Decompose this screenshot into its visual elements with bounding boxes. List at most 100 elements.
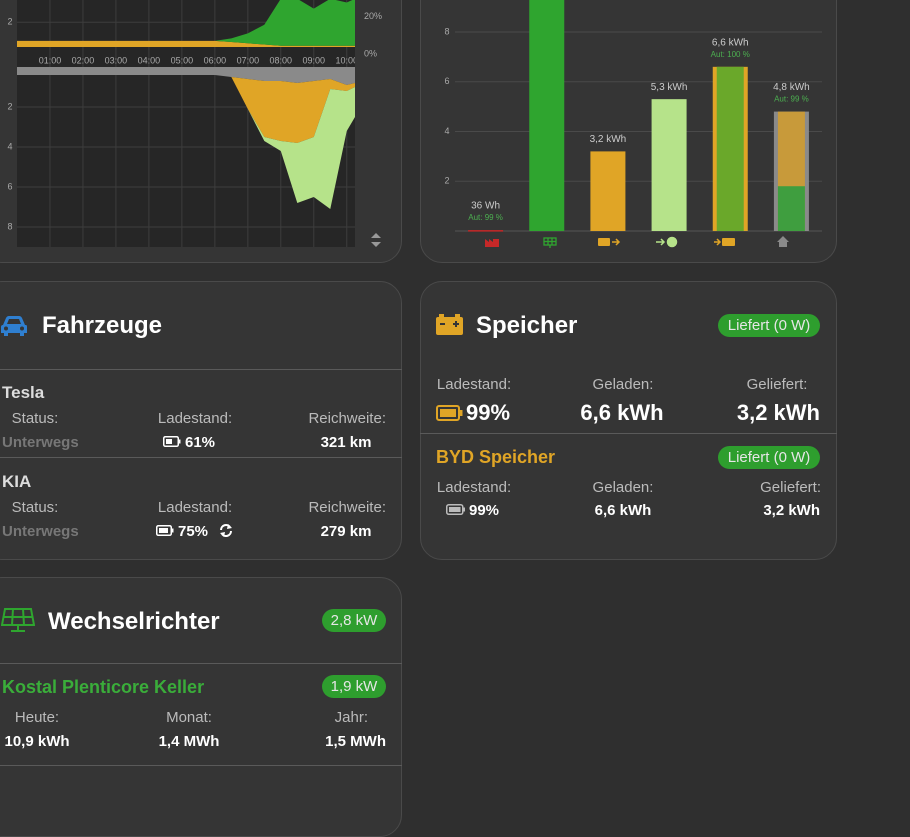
x-tick-label: 03:00 <box>105 55 128 65</box>
energy-month: 1,4 MWh <box>158 732 220 750</box>
area-series <box>17 40 355 47</box>
value-label: 5,3 kWh <box>651 82 688 93</box>
y-tick-label: 2 <box>7 17 12 27</box>
bar <box>651 99 687 231</box>
delivered: 3,2 kWh <box>736 400 820 425</box>
page: {"chart_data":[ {"type":"area", "x":[0,1… <box>0 0 837 837</box>
y-tick-label: 6 <box>7 181 12 191</box>
value-label: 36 Wh <box>471 201 500 212</box>
y-tick-label: 2 <box>7 101 12 111</box>
label: Jahr: <box>334 708 368 726</box>
y-tick-label: 8 <box>7 221 12 231</box>
value-label: 3,2 kWh <box>590 134 627 145</box>
x-tick-label: 02:00 <box>72 55 95 65</box>
energy-today: 10,9 kWh <box>4 732 70 750</box>
y-tick-label: 4 <box>7 141 12 151</box>
area-series <box>17 75 355 209</box>
x-tick-label: 04:00 <box>138 55 161 65</box>
vehicle-name: Tesla <box>2 382 45 402</box>
label: Status: <box>11 498 59 516</box>
x-tick-label: 01:00 <box>39 55 62 65</box>
status: Unterwegs <box>2 433 79 451</box>
y2-tick-label: 0% <box>364 48 377 58</box>
charts: 01:00 02:00 03:00 04:00 05:00 06:00 07:00 08:00… <box>7 0 822 248</box>
divider <box>0 663 402 664</box>
label: Ladestand: <box>157 409 233 427</box>
battery-icon <box>163 436 181 447</box>
charged: 6,6 kWh <box>594 501 652 519</box>
battery-icon <box>436 405 463 421</box>
soc: 75% <box>178 522 209 540</box>
card-title: Speicher <box>476 312 578 339</box>
soc: 99% <box>469 501 500 519</box>
label: Geliefert: <box>760 478 821 496</box>
x-tick-label: 05:00 <box>171 55 194 65</box>
label: Ladestand: <box>436 478 512 496</box>
range: 321 km <box>320 433 372 451</box>
range: 279 km <box>320 522 372 540</box>
label: Status: <box>11 409 59 427</box>
vehicles-card <box>0 281 402 560</box>
label: Monat: <box>166 708 212 726</box>
battery-icon <box>436 314 463 335</box>
value-label: 4,8 kWh <box>773 82 810 93</box>
battery-icon <box>446 504 465 515</box>
y2-tick-label: 20% <box>364 11 382 21</box>
battery-icon <box>156 525 174 536</box>
delivered: 3,2 kWh <box>763 501 820 519</box>
bar <box>529 0 565 231</box>
soc: 61% <box>185 433 216 451</box>
solar-icon <box>1 608 35 632</box>
energy-year: 1,5 MWh <box>325 732 386 750</box>
bar <box>468 230 504 232</box>
area-series <box>17 67 355 85</box>
autarky-label: Aut: 99 % <box>774 95 809 104</box>
status-badge: Liefert (0 W) <box>718 314 820 337</box>
inverter-name: Kostal Plenticore Keller <box>2 677 205 697</box>
sync-icon[interactable] <box>218 523 234 538</box>
car-icon <box>1 316 27 336</box>
label: Geladen: <box>592 375 654 393</box>
power-badge: 1,9 kW <box>322 675 386 698</box>
label: Heute: <box>14 708 60 726</box>
x-tick-label: 06:00 <box>204 55 227 65</box>
energy-chart: 01:00 02:00 03:00 04:00 05:00 06:00 07:00 08:00… <box>7 0 382 247</box>
y-tick-label: 8 <box>444 26 449 36</box>
bar-icons <box>485 236 789 248</box>
area-series <box>17 75 355 143</box>
label: Reichweite: <box>308 409 386 427</box>
label: Ladestand: <box>436 375 512 393</box>
vehicle-name: KIA <box>2 471 32 491</box>
autarky-label: Aut: 99 % <box>468 213 503 222</box>
x-tick-label: 08:00 <box>270 55 293 65</box>
label: Geladen: <box>592 478 654 496</box>
autarky-label: Aut: 100 % <box>711 50 750 59</box>
x-tick-label: 09:00 <box>303 55 326 65</box>
y-tick-label: 4 <box>444 126 449 136</box>
area-series <box>17 0 355 46</box>
charged: 6,6 kWh <box>580 400 664 425</box>
soc: 99% <box>466 400 511 425</box>
x-tick-label: 07:00 <box>237 55 260 65</box>
divider <box>420 433 837 434</box>
divider <box>0 369 402 370</box>
divider <box>0 457 402 458</box>
sort-icon[interactable] <box>371 233 381 247</box>
label: Geliefert: <box>746 375 808 393</box>
divider <box>0 765 402 766</box>
power-badge: 2,8 kW <box>322 609 386 632</box>
bar-inner <box>716 66 744 231</box>
label: Ladestand: <box>157 498 233 516</box>
card-title: Fahrzeuge <box>42 312 163 339</box>
status: Unterwegs <box>2 522 79 540</box>
label: Reichweite: <box>308 498 386 516</box>
y-tick-label: 2 <box>444 176 449 186</box>
bar <box>590 151 626 231</box>
storage-name: BYD Speicher <box>436 447 556 467</box>
x-tick-label: 10:00 <box>335 55 358 65</box>
value-label: 6,6 kWh <box>712 37 749 48</box>
status-badge: Liefert (0 W) <box>718 446 820 469</box>
bar-inner <box>777 186 805 231</box>
card-title: Wechselrichter <box>48 608 220 635</box>
